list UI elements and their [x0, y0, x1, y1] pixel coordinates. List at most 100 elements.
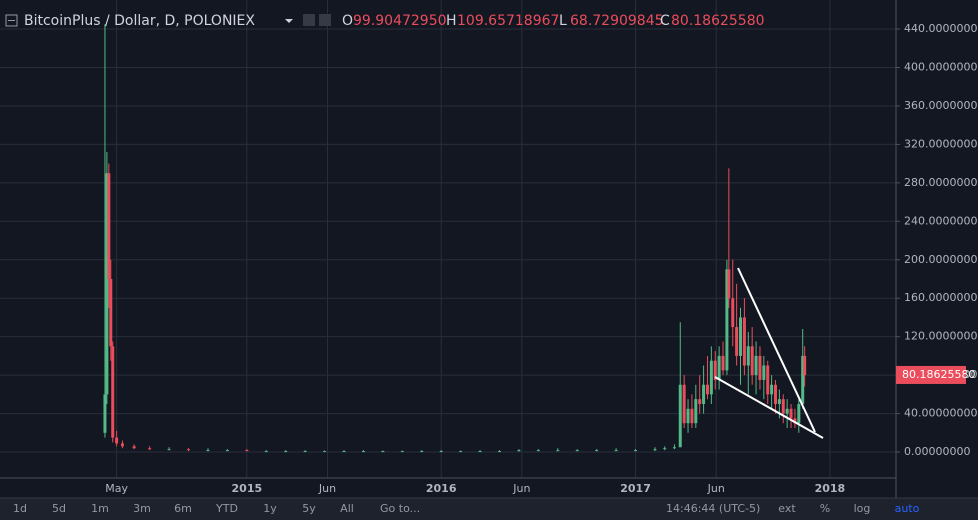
- candle-body: [797, 403, 801, 424]
- candle-body: [702, 384, 706, 404]
- candle-body: [206, 450, 210, 452]
- candle-body: [709, 360, 713, 395]
- x-tick-label: 2017: [620, 482, 651, 495]
- candle-body: [264, 451, 268, 453]
- ohlc-value: 80.18625580: [671, 13, 765, 29]
- candle-body: [735, 327, 739, 356]
- collapse-icon[interactable]: [5, 14, 18, 27]
- y-tick-label: 320.00000000: [904, 137, 978, 150]
- x-tick-label: Jun: [707, 482, 725, 495]
- candle-body: [575, 450, 579, 452]
- candle-body: [498, 451, 502, 453]
- option-button[interactable]: %: [820, 502, 830, 515]
- symbol-title[interactable]: BitcoinPlus / Dollar, D, POLONIEX: [24, 13, 255, 29]
- candle-body: [801, 355, 805, 404]
- ohlc-name: C: [660, 13, 670, 29]
- trend-line: [737, 267, 816, 433]
- y-tick-label: 240.00000000: [904, 214, 978, 227]
- candle-body: [187, 449, 191, 451]
- candle-body: [770, 384, 774, 395]
- candle-body: [686, 408, 690, 424]
- candle-body: [361, 451, 365, 453]
- candle-body: [439, 451, 443, 453]
- candle-body: [111, 346, 115, 438]
- ohlc-name: H: [446, 13, 457, 29]
- y-tick-label: 280.00000000: [904, 176, 978, 189]
- candle-body: [742, 317, 746, 366]
- candle-body: [225, 450, 229, 452]
- candle-body: [148, 448, 152, 450]
- candle-body: [705, 384, 709, 395]
- candle-body: [682, 384, 686, 424]
- last-price-tag: [896, 365, 966, 384]
- toolbar-items: 1d 5d 1m 3m 6m YTD 1y 5y All Go to... 14:46:44 (UT…: [13, 502, 920, 515]
- candle-body: [713, 360, 717, 380]
- x-tick-label: 2016: [426, 482, 457, 495]
- range-button[interactable]: All: [340, 502, 354, 515]
- candle-body: [698, 399, 702, 404]
- last-price-label: 80.18625580: [902, 368, 975, 381]
- candle-body: [731, 298, 735, 328]
- range-button[interactable]: 6m: [174, 502, 192, 515]
- range-button[interactable]: 5d: [52, 502, 66, 515]
- candle-body: [120, 443, 124, 447]
- candle-body: [132, 446, 136, 449]
- y-tick-label: 200.00000000: [904, 253, 978, 266]
- range-button[interactable]: 5y: [302, 502, 316, 515]
- x-tick-label: 2018: [815, 482, 846, 495]
- settings-icon[interactable]: [303, 14, 315, 26]
- range-button[interactable]: YTD: [215, 502, 238, 515]
- candle-body: [717, 355, 721, 380]
- candle-body: [785, 408, 789, 414]
- y-tick-label: 160.00000000: [904, 291, 978, 304]
- candle-body: [342, 451, 346, 453]
- symbol-dropdown[interactable]: [285, 19, 293, 23]
- candle-body: [803, 355, 807, 376]
- candle-body: [245, 450, 249, 452]
- x-tick-label: Jun: [318, 482, 336, 495]
- range-button[interactable]: 1y: [263, 502, 277, 515]
- candle-body: [381, 451, 385, 453]
- candle-body: [517, 450, 521, 452]
- candle-body: [400, 451, 404, 453]
- range-button[interactable]: 1d: [13, 502, 27, 515]
- candle-body: [678, 384, 682, 448]
- candle-body: [614, 450, 618, 452]
- range-button[interactable]: 3m: [133, 502, 151, 515]
- candle-body: [420, 451, 424, 453]
- ohlc-value: 109.65718967: [457, 13, 559, 29]
- candle-body: [762, 365, 766, 380]
- option-button[interactable]: ext: [778, 502, 796, 515]
- candle-body: [727, 269, 731, 299]
- goto-button[interactable]: Go to...: [380, 502, 420, 515]
- compare-icon[interactable]: [319, 14, 331, 26]
- option-button[interactable]: auto: [895, 502, 920, 515]
- y-tick-label: 400.00000000: [904, 60, 978, 73]
- candle-body: [690, 408, 694, 424]
- candle-body: [634, 450, 638, 452]
- candle-body: [478, 451, 482, 453]
- candle-body: [303, 451, 307, 453]
- candle-body: [793, 418, 797, 424]
- candle-body: [721, 355, 725, 371]
- candle-body: [556, 450, 560, 452]
- candle-body: [115, 437, 119, 444]
- candle-body: [107, 173, 111, 279]
- grid: [0, 0, 896, 478]
- x-tick-label: Jun: [512, 482, 530, 495]
- ohlc-name: L: [559, 13, 567, 29]
- candle-body: [739, 317, 743, 356]
- candle-body: [773, 384, 777, 404]
- candle-body: [789, 408, 793, 419]
- candle-body: [777, 399, 781, 404]
- candle-body: [653, 449, 657, 451]
- price-axis: [896, 0, 978, 498]
- candle-body: [781, 399, 785, 414]
- range-button[interactable]: 1m: [91, 502, 109, 515]
- y-tick-label: 360.00000000: [904, 99, 978, 112]
- option-button[interactable]: log: [854, 502, 871, 515]
- candle-body: [105, 173, 109, 395]
